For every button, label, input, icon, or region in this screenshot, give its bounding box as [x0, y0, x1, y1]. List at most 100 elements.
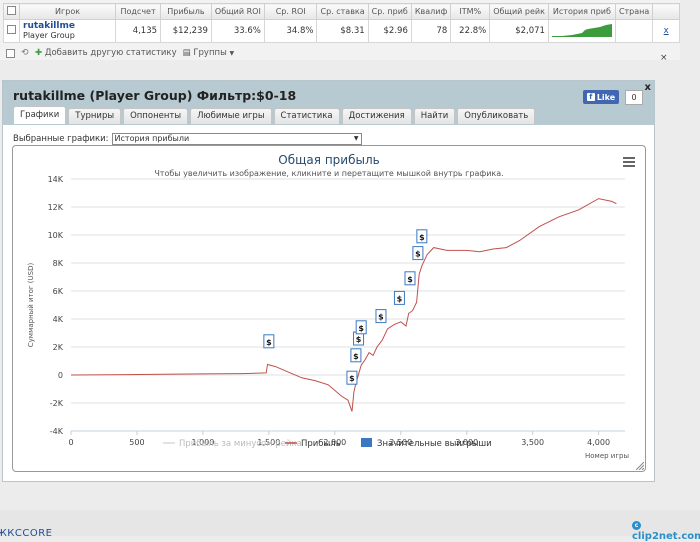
table-row: rutakillme Player Group 4,135 $12,239 33… [3, 19, 680, 43]
big-win-flag [355, 320, 367, 335]
player-name-link[interactable]: rutakillme [23, 21, 75, 31]
col-avg-roi[interactable]: Ср. ROI [263, 3, 318, 20]
col-avg-profit[interactable]: Ср. приб [367, 3, 412, 20]
tab-opponents[interactable]: Оппоненты [123, 108, 189, 124]
chart-select-row: Выбранные графики: История прибыли ▼ [13, 133, 362, 145]
dialog-title: rutakillme (Player Group) Фильтр:$0-18 [13, 88, 297, 103]
big-win-flag [346, 370, 358, 385]
cell-itm: 22.8% [450, 19, 491, 43]
y-tick-label: 14K [48, 175, 64, 184]
y-tick-label: 6K [53, 287, 64, 296]
tab-favorite-games[interactable]: Любимые игры [190, 108, 272, 124]
col-count[interactable]: Подсчет [115, 3, 162, 20]
big-win-flag-label: $ [407, 275, 413, 284]
big-win-flag-label: $ [415, 250, 421, 259]
chart-container[interactable]: Общая прибыль Чтобы увеличить изображение… [12, 145, 646, 472]
refresh-icon[interactable]: ⟲ [21, 48, 29, 58]
player-group: Player Group [23, 31, 75, 40]
cell-country [614, 19, 654, 43]
col-itm[interactable]: ITM% [450, 3, 491, 20]
dialog-tabs: Графики Турниры Оппоненты Любимые игры С… [13, 106, 536, 124]
legend-entry[interactable]: Значительные выигрыши [377, 439, 492, 449]
big-win-flag [416, 229, 428, 244]
chart-select[interactable]: История прибыли ▼ [111, 133, 362, 145]
y-tick-label: -4K [50, 427, 64, 436]
big-win-flag [393, 290, 405, 305]
col-avg-stake[interactable]: Ср. ставка [316, 3, 369, 20]
facebook-like-button[interactable]: f Like [583, 90, 619, 104]
x-tick-label: 1,500 [257, 438, 280, 447]
col-profit[interactable]: Прибыль [160, 3, 212, 20]
cell-avg-roi: 34.8% [263, 19, 318, 43]
close-icon[interactable]: × [660, 53, 668, 63]
stats-header-row: Игрок Подсчет Прибыль Общий ROI Ср. ROI … [3, 3, 680, 20]
add-statistic-button[interactable]: ✚ Добавить другую статистику [35, 48, 177, 58]
facebook-icon: f [586, 93, 595, 101]
menu-icon[interactable] [623, 157, 635, 167]
stats-toolbar: ⟲ ✚ Добавить другую статистику ▤ Группы … [6, 48, 234, 58]
big-win-flag-label: $ [419, 233, 425, 242]
col-total-roi[interactable]: Общий ROI [210, 3, 265, 20]
col-qualif[interactable]: Квалиф [410, 3, 452, 20]
col-profit-history[interactable]: История приб [547, 3, 616, 20]
folder-icon: ▤ [182, 48, 191, 58]
big-win-flag-label: $ [378, 313, 384, 322]
cell-total-rake: $2,071 [489, 19, 549, 43]
big-win-flag [263, 334, 275, 349]
legend-entry[interactable]: Прибыль за минусом рейка [179, 439, 302, 449]
chevron-down-icon: ▼ [353, 135, 359, 142]
big-win-flag-label: $ [349, 374, 355, 383]
big-win-flag-label: $ [356, 335, 362, 344]
profit-series-line [70, 198, 617, 412]
stats-table: Игрок Подсчет Прибыль Общий ROI Ср. ROI … [3, 3, 680, 43]
clip2net-watermark: cclip2net.com [632, 520, 700, 542]
y-tick-label: 12K [48, 203, 64, 212]
x-tick-label: 4,000 [587, 438, 610, 447]
y-tick-label: 2K [53, 343, 64, 352]
big-win-flag [350, 348, 362, 363]
cell-profit: $12,239 [160, 19, 212, 43]
col-country[interactable]: Страна [614, 3, 654, 20]
y-tick-label: 8K [53, 259, 64, 268]
profit-chart[interactable]: Общая прибыль Чтобы увеличить изображение… [13, 146, 645, 471]
tab-charts[interactable]: Графики [13, 106, 67, 124]
y-tick-label: -2K [50, 399, 64, 408]
x-tick-label: 2,000 [323, 438, 346, 447]
chevron-down-icon: ▼ [229, 50, 235, 57]
y-tick-label: 0 [58, 371, 63, 380]
x-tick-label: 3,500 [521, 438, 544, 447]
cell-count: 4,135 [115, 19, 162, 43]
row-checkbox[interactable] [3, 19, 20, 43]
legend-entry[interactable]: Прибыль [301, 439, 341, 449]
dialog-header: rutakillme (Player Group) Фильтр:$0-18 x… [3, 81, 654, 125]
cell-avg-profit: $2.96 [367, 19, 412, 43]
big-win-flag-label: $ [266, 338, 272, 347]
x-tick-label: 500 [129, 438, 144, 447]
cell-total-roi: 33.6% [210, 19, 265, 43]
toolbar-checkbox[interactable] [6, 48, 15, 58]
remove-row-link[interactable]: x [652, 19, 680, 43]
big-win-flag-label: $ [353, 352, 359, 361]
x-tick-label: 2,500 [389, 438, 412, 447]
cell-avg-stake: $8.31 [316, 19, 369, 43]
groups-dropdown[interactable]: ▤ Группы ▼ [182, 48, 235, 58]
y-tick-label: 4K [53, 315, 64, 324]
close-icon[interactable]: x [644, 82, 651, 93]
col-total-rake[interactable]: Общий рейк [489, 3, 549, 20]
resize-handle-icon[interactable] [636, 462, 644, 470]
big-win-flag-label: $ [358, 324, 364, 333]
select-all-checkbox[interactable] [3, 3, 20, 20]
big-win-flag [375, 309, 387, 324]
col-remove [652, 3, 680, 20]
big-win-flag [412, 246, 424, 261]
tab-tournaments[interactable]: Турниры [68, 108, 122, 124]
chart-title: Общая прибыль [278, 153, 379, 167]
big-win-flag [404, 271, 416, 286]
tab-publish[interactable]: Опубликовать [457, 108, 536, 124]
tab-statistics[interactable]: Статистика [273, 108, 340, 124]
tab-achievements[interactable]: Достижения [341, 108, 412, 124]
tab-find[interactable]: Найти [413, 108, 456, 124]
chart-select-label: Выбранные графики: [13, 134, 109, 144]
big-win-flag-label: $ [397, 294, 403, 303]
col-player[interactable]: Игрок [18, 3, 117, 20]
